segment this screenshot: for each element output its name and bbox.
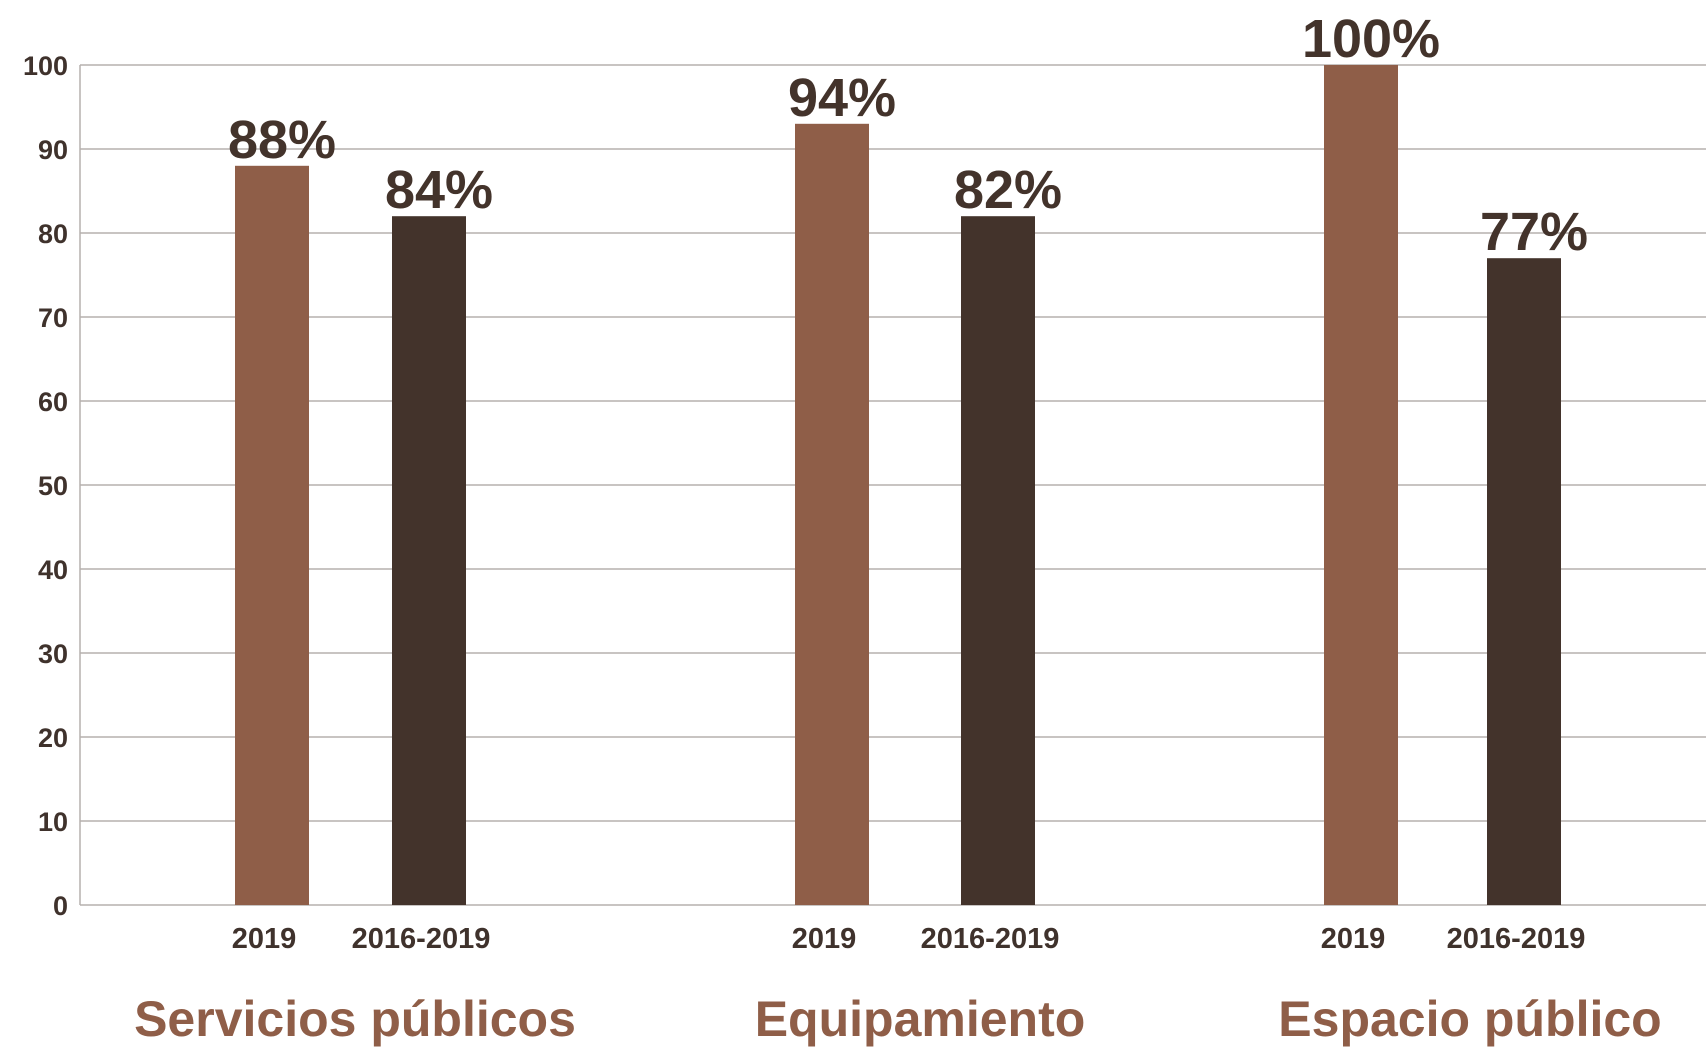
value-labels: 88% 84% 94% 82% 100% 77% <box>228 9 1588 262</box>
y-tick-label: 30 <box>38 639 68 669</box>
y-tick-label: 60 <box>38 387 68 417</box>
y-tick-label: 100 <box>23 51 68 81</box>
y-tick-label: 80 <box>38 219 68 249</box>
value-label: 100% <box>1302 9 1440 69</box>
bars <box>235 65 1561 906</box>
value-label: 82% <box>954 160 1062 220</box>
y-tick-label: 70 <box>38 303 68 333</box>
bar-1-2016-2019 <box>392 216 466 905</box>
value-label: 88% <box>228 110 336 170</box>
value-label: 77% <box>1480 202 1588 262</box>
bar-1-2019 <box>235 165 309 906</box>
bar-2-2019 <box>795 123 869 906</box>
x-tick-label: 2016-2019 <box>1447 923 1586 955</box>
y-tick-label: 10 <box>38 807 68 837</box>
group-label: Equipamiento <box>755 991 1086 1047</box>
x-tick-label: 2016-2019 <box>921 923 1060 955</box>
x-tick-label: 2019 <box>1321 923 1386 955</box>
bar-2-2016-2019 <box>961 216 1035 905</box>
group-label: Espacio público <box>1278 991 1661 1047</box>
value-label: 84% <box>385 160 493 220</box>
x-tick-label: 2019 <box>792 923 857 955</box>
y-tick-label: 0 <box>53 891 68 921</box>
y-axis-ticks: 0 10 20 30 40 50 60 70 80 90 100 <box>23 51 68 921</box>
y-tick-label: 50 <box>38 471 68 501</box>
x-tick-label: 2016-2019 <box>352 923 491 955</box>
bar-3-2016-2019 <box>1487 258 1561 905</box>
group-label: Servicios públicos <box>134 991 576 1047</box>
bar-3-2019 <box>1324 65 1398 905</box>
gridlines <box>79 64 1706 906</box>
x-tick-label: 2019 <box>232 923 297 955</box>
group-labels: Servicios públicos Equipamiento Espacio pú… <box>134 991 1662 1047</box>
y-tick-label: 40 <box>38 555 68 585</box>
x-axis-ticks: 2019 2016-2019 2019 2016-2019 2019 2016-2019 <box>232 923 1586 955</box>
value-label: 94% <box>788 68 896 128</box>
y-tick-label: 20 <box>38 723 68 753</box>
y-tick-label: 90 <box>38 135 68 165</box>
